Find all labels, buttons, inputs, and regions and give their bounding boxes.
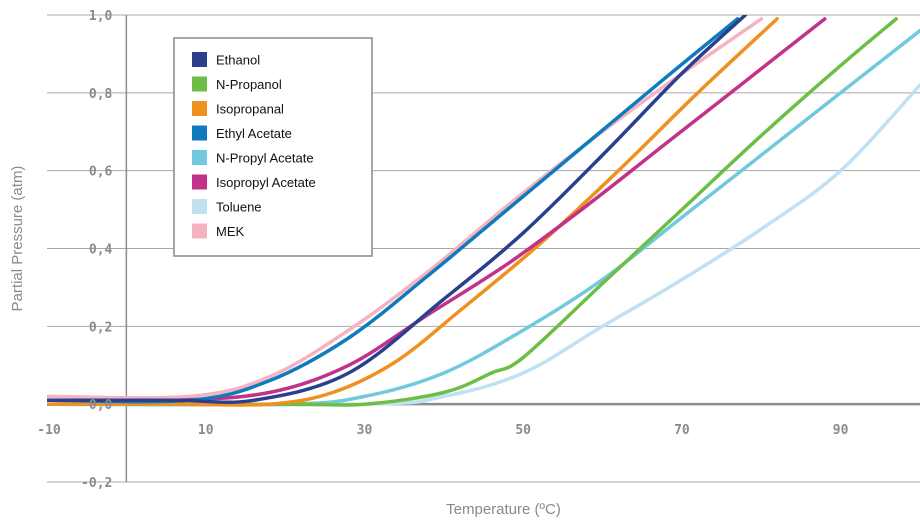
legend-label: Isopropyl Acetate [216, 175, 316, 190]
y-tick-label: 0,4 [89, 243, 113, 258]
x-tick-label: -10 [37, 423, 61, 438]
y-tick-label: 0,8 [89, 87, 113, 102]
x-tick-label: 50 [515, 423, 531, 438]
legend-label: Ethanol [216, 53, 260, 68]
legend-swatch [192, 223, 207, 239]
tick-labels: 1,0 0,8 0,6 0,4 0,2 0,0 -0,2 -10 10 30 50 70 90 [37, 9, 848, 491]
legend-label: N-Propanol [216, 77, 282, 92]
legend-label: Ethyl Acetate [216, 126, 292, 141]
y-tick-label: 1,0 [89, 9, 113, 24]
series-lines [47, 15, 920, 407]
legend-swatch [192, 76, 207, 92]
x-tick-label: 30 [357, 423, 373, 438]
legend-swatch [192, 150, 207, 165]
legend-swatch [192, 174, 207, 190]
x-axis-title: Temperature (ºC) [446, 501, 561, 518]
series-line-mek [47, 17, 764, 400]
x-tick-label: 90 [833, 423, 849, 438]
legend-label: Toluene [216, 200, 262, 215]
y-tick-label: 0,2 [89, 320, 112, 335]
x-tick-label: 10 [198, 423, 214, 438]
series-line-ethyl-acetate [47, 17, 740, 404]
legend-box [173, 37, 373, 257]
x-tick-label: 70 [674, 423, 690, 438]
legend-label: N-Propyl Acetate [216, 151, 314, 166]
series-line-isopropanal [47, 17, 779, 407]
y-axis-title: Partial Pressure (atm) [9, 166, 26, 312]
legend-label: MEK [216, 224, 245, 239]
legend-swatch [192, 125, 207, 141]
series-line-ethanol [47, 15, 748, 405]
y-tick-label: 0,6 [89, 165, 113, 180]
y-tick-label: -0,2 [81, 476, 112, 491]
legend-label: Isopropanal [216, 102, 284, 117]
series-line-n-propanol [47, 17, 898, 407]
series-line-isopropyl-acetate [47, 17, 827, 403]
legend-swatch [192, 101, 207, 116]
legend-swatch [192, 199, 207, 214]
y-tick-label: 0,0 [89, 398, 113, 413]
legend: Ethanol N-Propanol Isopropanal Ethyl Acetat… [173, 37, 373, 257]
legend-swatch [192, 52, 207, 67]
